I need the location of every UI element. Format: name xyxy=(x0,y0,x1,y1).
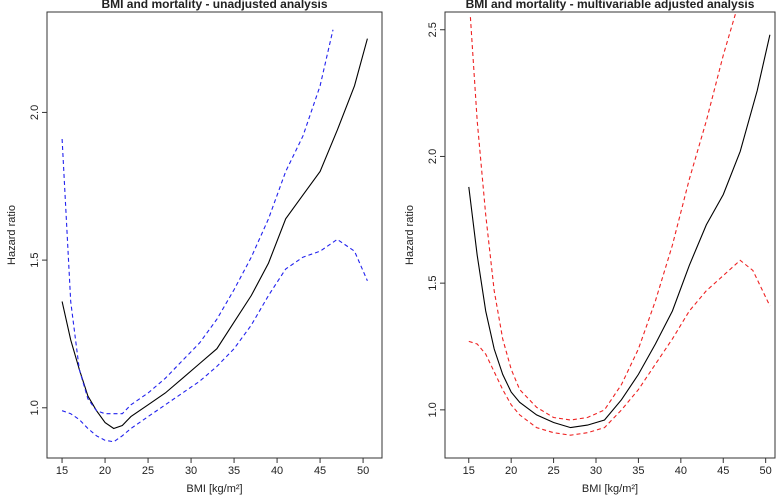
plot-frame xyxy=(444,11,776,459)
x-tick-label: 50 xyxy=(760,465,772,477)
confidence-line xyxy=(61,29,334,415)
x-tick-label: 15 xyxy=(463,465,475,477)
x-tick-label: 25 xyxy=(142,465,154,477)
x-tick-label: 45 xyxy=(717,465,729,477)
confidence-line xyxy=(469,12,737,421)
panel: BMI and mortality - unadjusted analysis 1… xyxy=(6,0,383,495)
y-tick-label: 1.0 xyxy=(29,400,41,415)
confidence-line xyxy=(468,259,771,436)
y-axis-label: Hazard ratio xyxy=(404,205,416,265)
x-tick-label: 35 xyxy=(228,465,240,477)
x-tick-label: 30 xyxy=(590,465,602,477)
x-tick-label: 30 xyxy=(185,465,197,477)
x-tick-label: 45 xyxy=(314,465,326,477)
x-tick-label: 25 xyxy=(547,465,559,477)
plot-frame xyxy=(46,11,383,459)
x-tick-label: 20 xyxy=(99,465,111,477)
y-tick-label: 2.5 xyxy=(427,22,439,37)
x-tick-label: 20 xyxy=(505,465,517,477)
estimate-line xyxy=(468,34,771,429)
x-tick-label: 15 xyxy=(56,465,68,477)
x-axis-label: BMI [kg/m²] xyxy=(186,483,242,495)
x-tick-label: 40 xyxy=(271,465,283,477)
chart-title: BMI and mortality - multivariable adjust… xyxy=(466,0,755,11)
panel: BMI and mortality - multivariable adjust… xyxy=(404,0,776,495)
x-tick-label: 40 xyxy=(675,465,687,477)
y-tick-label: 1.0 xyxy=(427,402,439,417)
x-tick-label: 50 xyxy=(357,465,369,477)
chart-title: BMI and mortality - unadjusted analysis xyxy=(101,0,327,11)
y-tick-label: 2.0 xyxy=(427,149,439,164)
y-tick-label: 1.5 xyxy=(29,252,41,267)
y-tick-label: 1.5 xyxy=(427,275,439,290)
estimate-line xyxy=(61,38,368,430)
confidence-line xyxy=(61,238,368,443)
x-axis-label: BMI [kg/m²] xyxy=(582,483,638,495)
y-tick-label: 2.0 xyxy=(29,105,41,120)
x-tick-label: 35 xyxy=(632,465,644,477)
y-axis-label: Hazard ratio xyxy=(6,205,18,265)
